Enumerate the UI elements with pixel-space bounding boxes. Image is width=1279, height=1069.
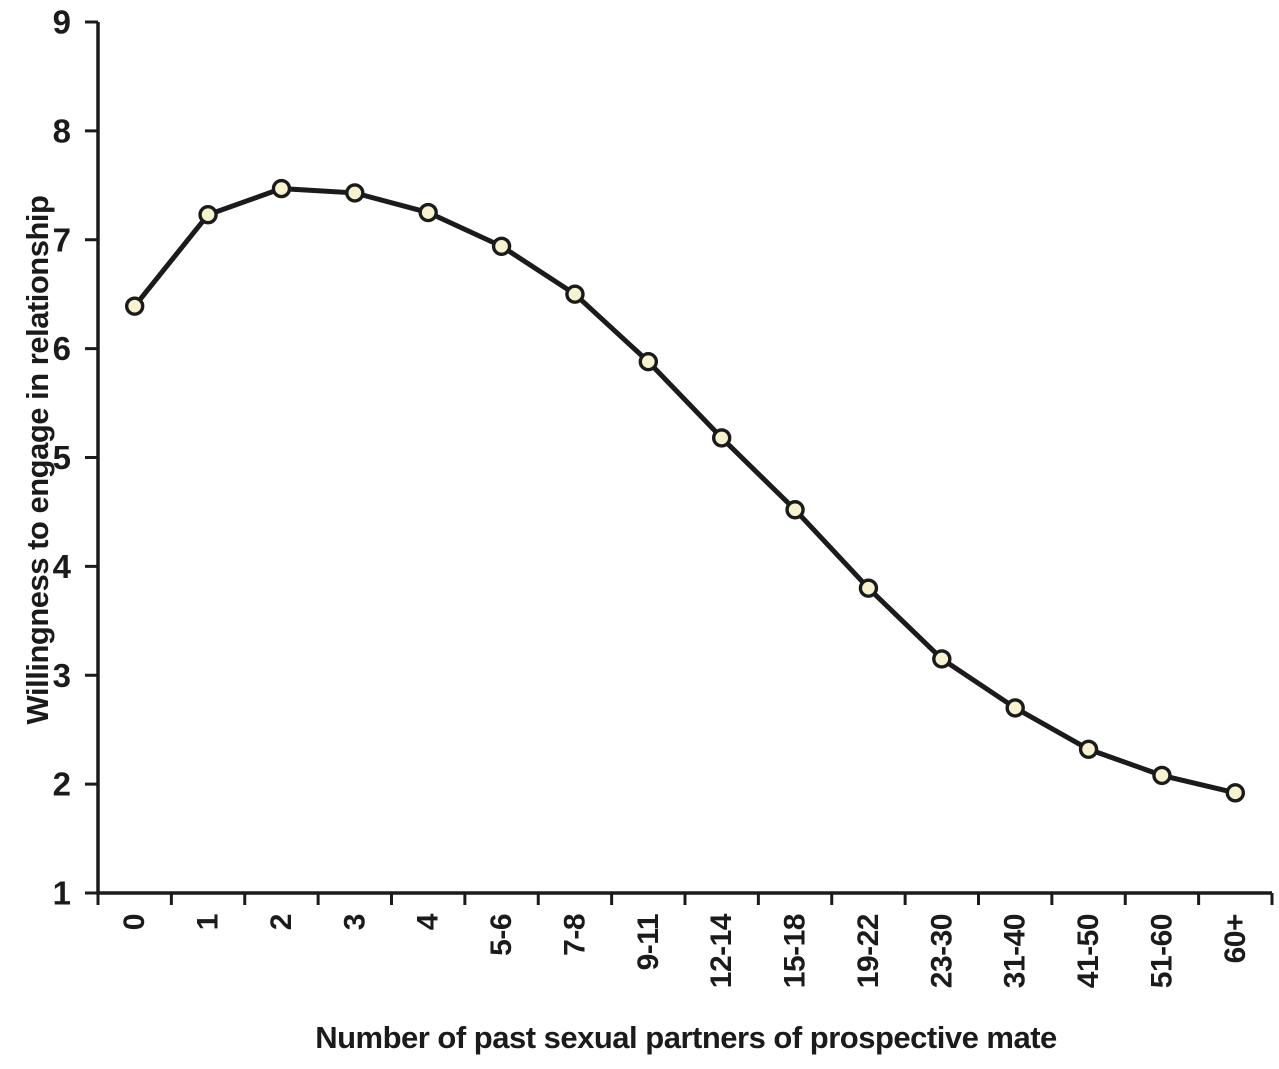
y-tick-label: 4: [53, 548, 72, 585]
x-tick-label: 41-50: [1072, 914, 1105, 988]
x-tick-label: 0: [118, 914, 151, 930]
y-tick-label: 8: [53, 112, 71, 149]
data-point: [418, 202, 438, 223]
data-point: [565, 284, 585, 304]
x-tick-label: 15-18: [779, 914, 812, 988]
y-tick-label: 6: [53, 330, 71, 367]
y-tick-label: 1: [53, 875, 71, 912]
data-point: [785, 500, 805, 520]
x-tick-label: 5-6: [485, 914, 518, 956]
x-tick-label: 2: [265, 914, 298, 930]
y-tick-label: 3: [53, 657, 71, 694]
series-line: [132, 186, 1236, 796]
data-point: [1225, 783, 1246, 803]
data-point: [858, 578, 879, 598]
x-tick-label: 31-40: [999, 914, 1032, 988]
x-tick-label: 12-14: [705, 913, 738, 988]
data-point: [198, 205, 218, 225]
x-tick-label: 9-11: [632, 914, 665, 970]
data-point: [345, 183, 365, 203]
axis-lines: [96, 22, 1272, 895]
data-point: [1152, 765, 1172, 786]
data-point: [1078, 739, 1099, 759]
data-point: [124, 296, 145, 316]
x-tick-label: 7-8: [558, 914, 591, 956]
x-tick-label: 3: [338, 914, 371, 930]
data-point: [1005, 698, 1025, 718]
data-point: [638, 351, 659, 372]
x-tick-label: 1: [192, 914, 225, 930]
y-tick-label: 7: [53, 221, 71, 258]
y-tick-label: 5: [53, 439, 71, 476]
x-tick-label: 23-30: [925, 914, 958, 988]
x-tick-label: 4: [412, 913, 445, 930]
y-tick-label: 2: [53, 766, 71, 803]
data-point: [271, 178, 292, 199]
x-axis-title: Number of past sexual partners of prospe…: [315, 1020, 1057, 1055]
x-tick-label: 19-22: [852, 914, 885, 988]
x-tick-label: 51-60: [1145, 914, 1178, 988]
data-point: [932, 649, 952, 669]
data-point: [491, 236, 512, 256]
x-tick-label: 60+: [1219, 914, 1252, 963]
y-tick-label: 9: [53, 4, 71, 41]
data-point: [711, 428, 732, 448]
